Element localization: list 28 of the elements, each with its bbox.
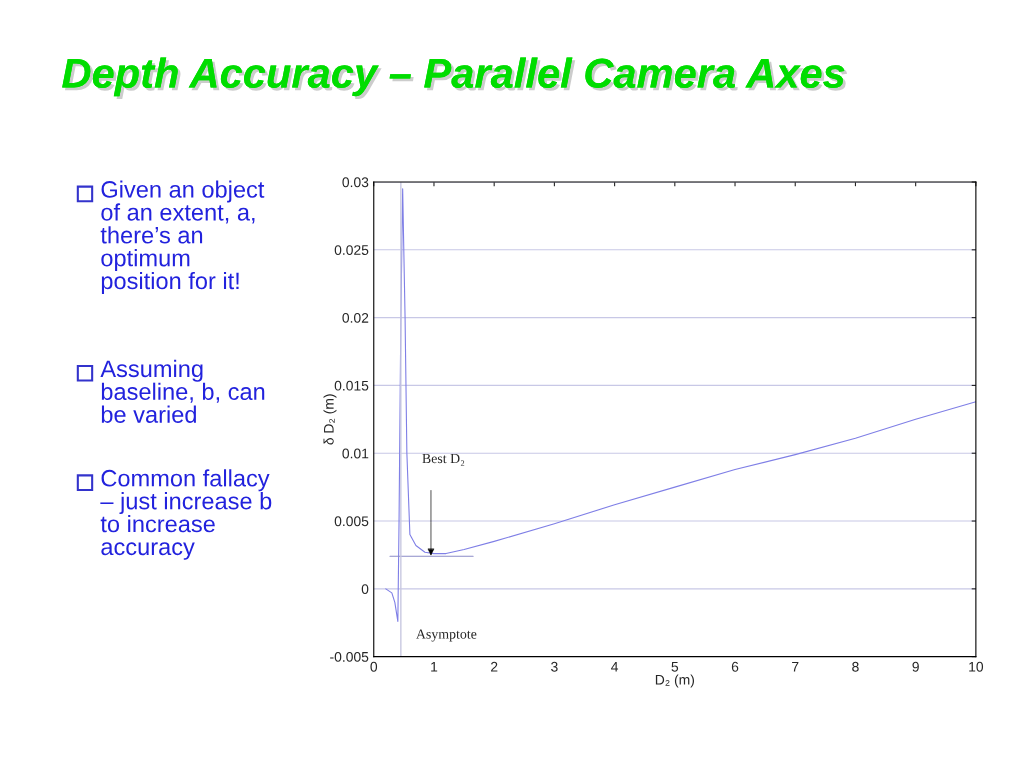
x-tick-label: 3 [551,661,558,672]
y-tick-label: 0.01 [342,448,369,459]
line-series [385,188,976,622]
y-tick-label: 0.005 [334,516,369,527]
chart-title: Depth Accuracy – Parallel Camera Axes [62,57,848,99]
x-tick-label: 2 [491,661,498,672]
x-tick-label: 8 [852,661,859,672]
text: Assuming baseline, b, can be varied [100,359,265,423]
y-tick-label: -0.005 [330,651,369,662]
annotation: Best D₂ [422,453,465,466]
annotation: Asymptote [416,629,477,642]
x-tick-label: 1 [431,662,438,672]
y-tick-label: 0.02 [342,312,369,323]
y-tick-label: 0.03 [342,177,369,188]
x-tick-label: 9 [912,661,919,672]
y-tick-label: 0.025 [334,245,369,255]
x-axis-title: D₂ (m) [655,674,695,688]
y-axis-title: δ D₂ (m) [323,394,337,445]
x-tick-label: 4 [611,662,619,672]
y-tick-label: 0 [361,584,369,595]
x-tick-label: 0 [370,661,378,672]
x-tick-label: 6 [731,661,739,672]
x-tick-label: 7 [792,662,799,672]
x-tick-label: 10 [969,661,984,672]
text: Common fallacy – just increase b to increase accuracy [100,469,272,560]
text: Given an object of an extent, a, there’s an optimum position for it! [100,180,265,294]
y-tick-label: 0.015 [334,380,369,391]
x-tick-label: 5 [671,662,679,672]
